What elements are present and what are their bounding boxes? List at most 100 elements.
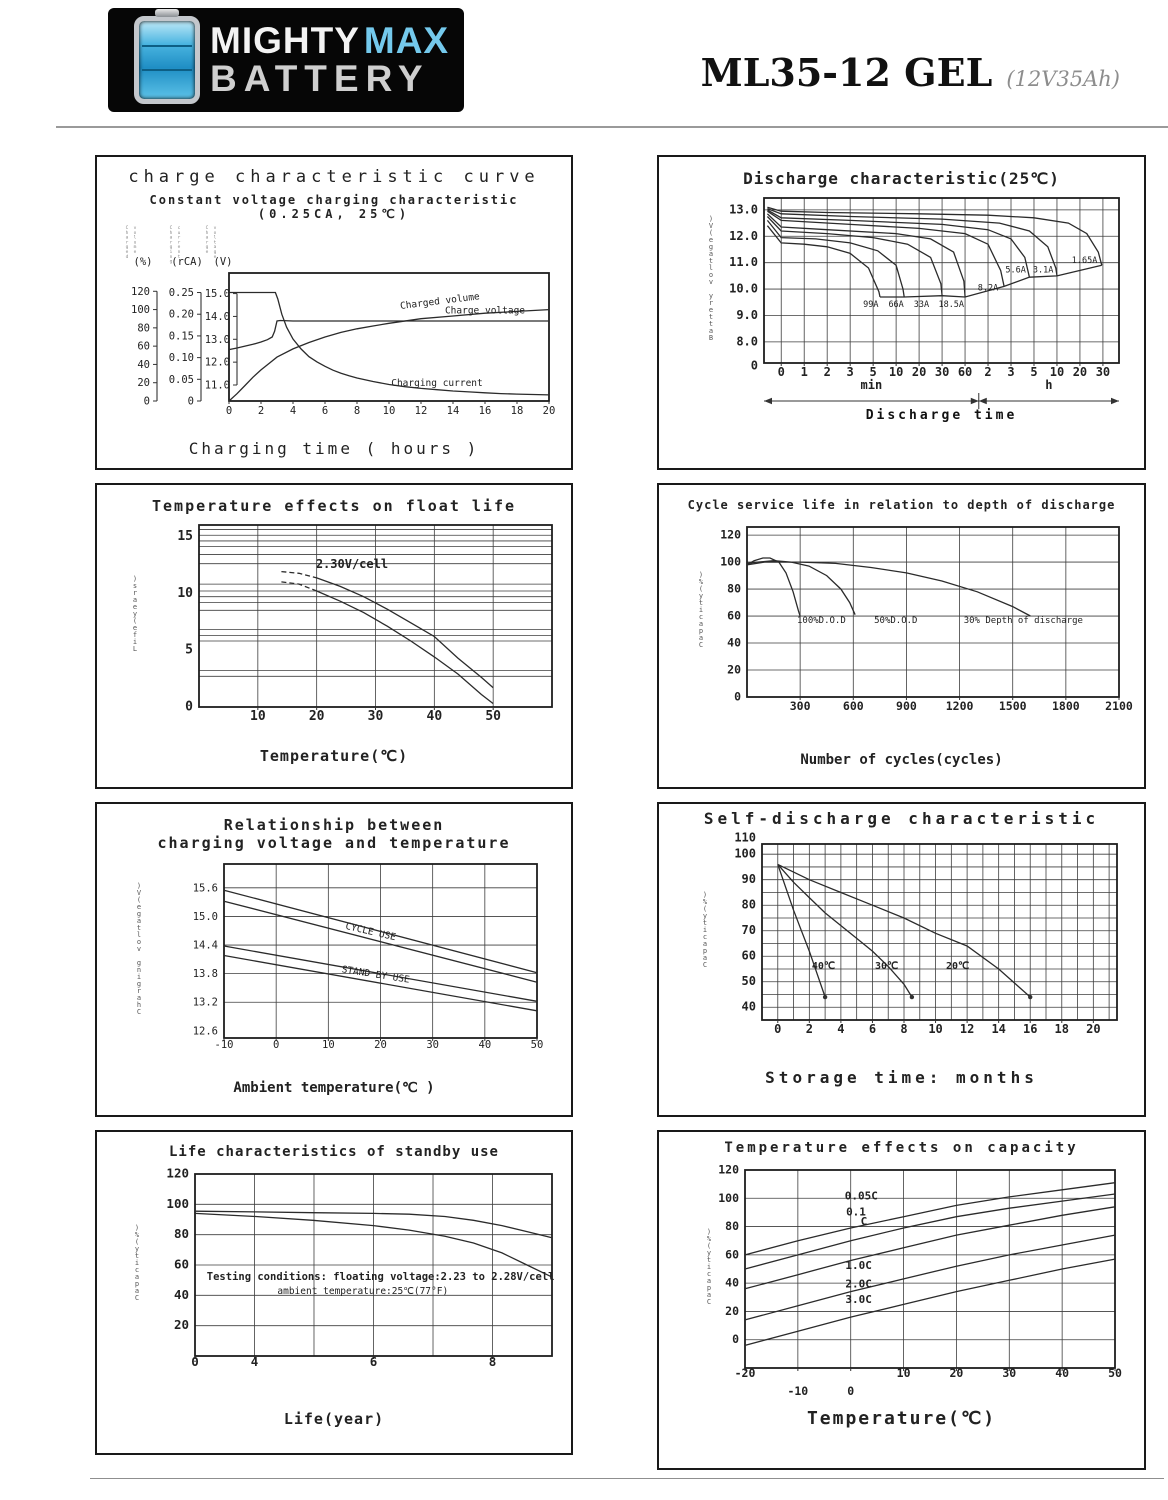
- chart-title: charge characteristic curve: [128, 167, 540, 187]
- svg-text:80: 80: [137, 322, 150, 334]
- svg-text:11.0: 11.0: [729, 255, 758, 269]
- svg-text:0: 0: [732, 1332, 739, 1346]
- brand-word-mighty: MIGHTY: [210, 20, 360, 62]
- svg-text:t: t: [706, 1256, 710, 1264]
- svg-text:100: 100: [131, 304, 150, 316]
- svg-text:10: 10: [888, 365, 902, 379]
- svg-text:i: i: [706, 1263, 710, 1271]
- svg-text:30: 30: [934, 365, 948, 379]
- svg-text:100: 100: [718, 1191, 739, 1205]
- svg-text:m: m: [133, 245, 136, 250]
- svg-text:B: B: [708, 334, 712, 342]
- svg-text:a: a: [169, 236, 172, 241]
- svg-text:60: 60: [741, 949, 755, 963]
- svg-text:t: t: [702, 919, 706, 927]
- svg-text:g: g: [125, 245, 128, 250]
- svg-text:r: r: [132, 589, 136, 597]
- svg-text:(: (: [702, 905, 706, 913]
- svg-text:20: 20: [725, 1304, 739, 1318]
- svg-text:a: a: [213, 245, 216, 250]
- svg-text:i: i: [136, 973, 140, 981]
- svg-text:8: 8: [900, 1022, 907, 1036]
- svg-text:): ): [698, 571, 702, 579]
- svg-text:d: d: [125, 254, 128, 260]
- svg-text:20: 20: [308, 709, 324, 724]
- svg-text:3.1A: 3.1A: [1032, 266, 1052, 276]
- brand-word-battery: BATTERY: [210, 58, 430, 99]
- svg-text:V: V: [136, 889, 141, 897]
- svg-text:1200: 1200: [945, 699, 973, 713]
- svg-text:V: V: [708, 222, 713, 230]
- svg-text:1800: 1800: [1052, 699, 1080, 713]
- svg-text:50: 50: [485, 709, 501, 724]
- svg-text:l: l: [213, 235, 216, 241]
- svg-text:t: t: [708, 257, 712, 265]
- svg-text:30: 30: [1095, 365, 1109, 379]
- svg-text:e: e: [133, 250, 136, 255]
- chart-box-discharge-characteristic: Discharge characteristic(25℃) 0 1 2 3 5 10 20 3…: [657, 155, 1146, 470]
- chart-title: Temperature effects on float life: [151, 497, 516, 515]
- svg-text:10: 10: [322, 1039, 335, 1051]
- svg-text:10: 10: [896, 1366, 910, 1380]
- footer-divider: [90, 1478, 1164, 1479]
- svg-text:18.5A: 18.5A: [938, 300, 964, 310]
- svg-text:(%): (%): [133, 256, 152, 268]
- svg-text:1.0C: 1.0C: [845, 1259, 872, 1272]
- svg-text:13.0: 13.0: [204, 334, 229, 346]
- chart-title: Cycle service life in relation to depth …: [687, 498, 1116, 512]
- svg-text:20: 20: [911, 365, 925, 379]
- svg-text:66A: 66A: [888, 300, 903, 310]
- svg-text:u: u: [133, 240, 136, 245]
- svg-text:l: l: [133, 235, 136, 241]
- svg-text:40: 40: [478, 1039, 491, 1051]
- svg-text:(: (: [698, 585, 702, 593]
- svg-text:a: a: [708, 250, 712, 258]
- svg-text:i: i: [698, 606, 702, 614]
- svg-text:e: e: [213, 255, 216, 260]
- svg-text:y: y: [134, 1245, 138, 1253]
- x-axis-label: Temperature(℃): [259, 747, 409, 765]
- svg-text:14.0: 14.0: [204, 311, 229, 323]
- svg-text:L: L: [132, 645, 136, 653]
- svg-text:a: a: [702, 940, 706, 948]
- svg-text:20: 20: [1086, 1022, 1100, 1036]
- discharge-characteristic-plot: 0 1 2 3 5 10 20 30 60 2 3 5 10 20 30 13.0 12.0 11.0 10.0 9.…: [708, 197, 1120, 423]
- svg-text:C: C: [136, 1008, 140, 1016]
- svg-text:(: (: [134, 1238, 138, 1246]
- chart-title: Relationship between: [223, 816, 445, 834]
- svg-text:Discharge time: Discharge time: [865, 408, 1017, 423]
- svg-text:a: a: [706, 1291, 710, 1299]
- svg-text:ambient temperature:25℃(77°F): ambient temperature:25℃(77°F): [277, 1286, 448, 1297]
- chart-title: Temperature effects on capacity: [724, 1140, 1079, 1156]
- header-divider: [56, 126, 1168, 128]
- svg-text:10: 10: [250, 709, 266, 724]
- svg-text:r: r: [125, 240, 128, 245]
- svg-text:Charge voltage: Charge voltage: [444, 306, 524, 317]
- svg-text:v: v: [213, 226, 216, 231]
- self-discharge-plot: 0 2 4 6 8 10 12 14 16 18 20 110 100 90 80 70 60 50 40)%(yt…: [702, 831, 1118, 1036]
- svg-text:13.8: 13.8: [192, 968, 217, 980]
- svg-text:50: 50: [741, 974, 755, 988]
- svg-text:Testing conditions: floating v: Testing conditions: floating voltage:2.2…: [206, 1271, 554, 1283]
- svg-text:c: c: [134, 1266, 138, 1274]
- chart-box-charge-characteristic: charge characteristic curve Constant vol…: [95, 155, 573, 470]
- svg-text:18: 18: [1054, 1022, 1068, 1036]
- x-axis-label: Ambient temperature(℃ ): [233, 1080, 435, 1096]
- charge-characteristic-plot: 0 2 4 6 8 10 12 14 16 18 20120100806040200(%)Charg…: [125, 225, 555, 417]
- svg-text:c: c: [698, 613, 702, 621]
- chart-title-line2: charging voltage and temperature: [157, 834, 511, 852]
- svg-text:a: a: [708, 327, 712, 335]
- svg-text:i: i: [134, 1259, 138, 1267]
- svg-text:-20: -20: [734, 1366, 755, 1380]
- svg-text:0.15: 0.15: [168, 330, 193, 342]
- svg-text:30: 30: [426, 1039, 439, 1051]
- svg-text:-10: -10: [214, 1039, 233, 1051]
- svg-text:8.2A: 8.2A: [977, 283, 997, 293]
- svg-text:C: C: [702, 961, 706, 969]
- svg-text:a: a: [132, 596, 136, 604]
- chart-box-standby-life: Life characteristics of standby use 0 4 6 8…: [95, 1130, 573, 1455]
- svg-text:): ): [702, 891, 706, 899]
- svg-text:t: t: [708, 320, 712, 328]
- svg-text:13.0: 13.0: [729, 202, 758, 216]
- svg-text:l: l: [708, 264, 712, 272]
